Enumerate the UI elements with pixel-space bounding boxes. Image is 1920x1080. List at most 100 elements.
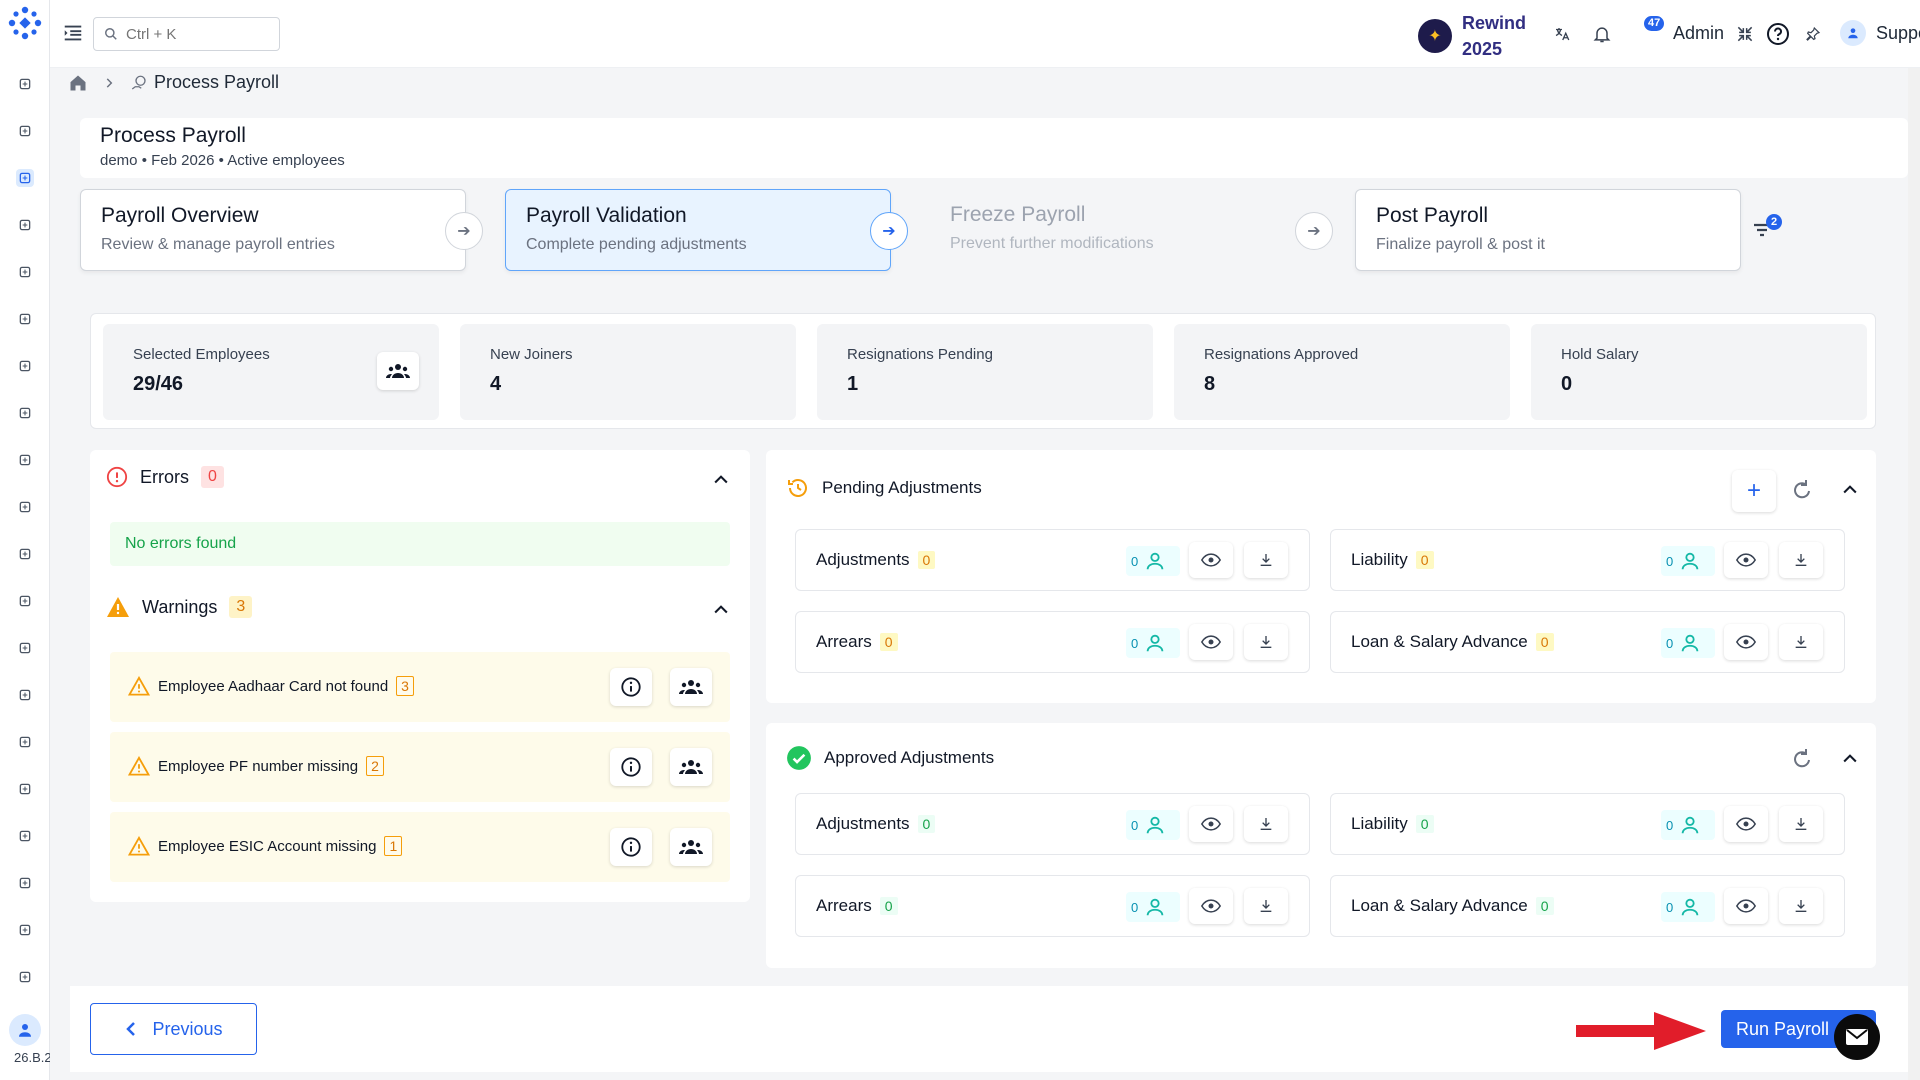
download-icon [1795, 554, 1807, 566]
sidebar-item[interactable] [0, 765, 50, 812]
employee-count-chip[interactable]: 0 [1126, 546, 1180, 576]
search-box[interactable] [93, 17, 280, 51]
sidebar-item[interactable] [0, 107, 50, 154]
sidebar-item[interactable] [0, 577, 50, 624]
star-icon: ✦ [1418, 19, 1452, 53]
step-payroll-overview[interactable]: Payroll Overview Review & manage payroll… [80, 189, 466, 271]
employees-button[interactable] [670, 828, 712, 866]
search-input[interactable] [126, 25, 276, 43]
card-count: 0 [879, 633, 898, 651]
employee-count-chip[interactable]: 0 [1126, 810, 1180, 840]
employee-count-chip[interactable]: 0 [1661, 628, 1715, 658]
info-button[interactable] [610, 748, 652, 786]
group-users-button[interactable] [377, 352, 419, 390]
sidebar-item[interactable] [0, 859, 50, 906]
pin-icon[interactable] [1801, 22, 1825, 46]
employee-count-chip[interactable]: 0 [1126, 892, 1180, 922]
view-button[interactable] [1189, 888, 1233, 924]
group-users-icon [679, 760, 703, 774]
view-button[interactable] [1724, 542, 1768, 578]
card-label: Arrears [816, 632, 872, 651]
company-logo[interactable] [8, 6, 42, 40]
support-menu[interactable]: Support [1840, 20, 1920, 46]
warning-count: 1 [384, 836, 403, 856]
mail-fab-button[interactable] [1834, 1014, 1880, 1060]
sidebar-item[interactable] [0, 483, 50, 530]
rewind-line1: Rewind [1462, 13, 1527, 33]
translate-icon[interactable] [1550, 22, 1574, 46]
download-button[interactable] [1244, 542, 1288, 578]
chevron-up-icon[interactable] [711, 600, 731, 620]
support-avatar-icon [1840, 20, 1866, 46]
download-button[interactable] [1244, 806, 1288, 842]
download-button[interactable] [1244, 624, 1288, 660]
card-label: Liability [1351, 814, 1408, 833]
add-adjustment-button[interactable]: + [1732, 470, 1776, 512]
employee-count-chip[interactable]: 0 [1661, 892, 1715, 922]
warning-text: Employee ESIC Account missing [158, 837, 377, 855]
warnings-header[interactable]: Warnings 3 [106, 596, 253, 618]
employees-button[interactable] [670, 748, 712, 786]
sidebar-item[interactable] [0, 530, 50, 577]
sidebar-item[interactable] [0, 812, 50, 859]
view-button[interactable] [1189, 624, 1233, 660]
chevron-up-icon[interactable] [1840, 749, 1860, 769]
download-button[interactable] [1244, 888, 1288, 924]
employee-count-chip[interactable]: 0 [1661, 546, 1715, 576]
id-card-icon [16, 921, 34, 939]
view-button[interactable] [1724, 888, 1768, 924]
view-button[interactable] [1724, 624, 1768, 660]
download-button[interactable] [1779, 542, 1823, 578]
employee-count-chip[interactable]: 0 [1126, 628, 1180, 658]
refresh-icon[interactable] [1790, 478, 1814, 502]
download-button[interactable] [1779, 888, 1823, 924]
sidebar-item[interactable] [0, 718, 50, 765]
sidebar-item[interactable] [0, 671, 50, 718]
sidebar-item[interactable] [0, 624, 50, 671]
employee-count-chip[interactable]: 0 [1661, 810, 1715, 840]
step-title: Freeze Payroll [950, 203, 1086, 226]
download-button[interactable] [1779, 806, 1823, 842]
devices-icon [16, 592, 34, 610]
download-button[interactable] [1779, 624, 1823, 660]
sidebar-item[interactable] [0, 953, 50, 1000]
admin-label[interactable]: Admin [1673, 23, 1725, 43]
sidebar-item[interactable] [0, 201, 50, 248]
scrollbar[interactable] [1908, 68, 1920, 1080]
sidebar-item[interactable] [0, 295, 50, 342]
step-freeze-payroll[interactable]: Freeze Payroll Prevent further modificat… [930, 189, 1316, 271]
collapse-arrows-icon[interactable] [1733, 22, 1757, 46]
refresh-icon[interactable] [1790, 747, 1814, 771]
sidebar-item[interactable] [0, 154, 50, 201]
step-post-payroll[interactable]: Post Payroll Finalize payroll & post it [1355, 189, 1741, 271]
errors-header[interactable]: Errors 0 [106, 466, 224, 488]
sidebar-item[interactable] [0, 60, 50, 107]
step-payroll-validation[interactable]: Payroll Validation Complete pending adju… [505, 189, 891, 271]
view-button[interactable] [1724, 806, 1768, 842]
stat-value: 1 [847, 373, 859, 395]
chevron-up-icon[interactable] [711, 470, 731, 490]
user-avatar[interactable] [9, 1014, 41, 1046]
bell-icon[interactable] [1590, 22, 1614, 46]
info-button[interactable] [610, 668, 652, 706]
user-icon [1681, 816, 1699, 834]
home-icon[interactable] [68, 73, 88, 93]
annotation-arrow [1576, 1012, 1706, 1050]
view-button[interactable] [1189, 806, 1233, 842]
employees-button[interactable] [670, 668, 712, 706]
sidebar-item[interactable] [0, 248, 50, 295]
warning-text: Employee PF number missing [158, 757, 359, 775]
sidebar-item[interactable] [0, 906, 50, 953]
rewind-2025-link[interactable]: ✦ Rewind 2025 [1418, 10, 1526, 62]
chevron-up-icon[interactable] [1840, 480, 1860, 500]
wallet-icon [16, 498, 34, 516]
previous-button[interactable]: Previous [90, 1003, 257, 1055]
help-icon[interactable] [1766, 22, 1790, 46]
sidebar-item[interactable] [0, 436, 50, 483]
menu-toggle-icon[interactable] [62, 22, 84, 44]
sidebar-item[interactable] [0, 342, 50, 389]
info-button[interactable] [610, 828, 652, 866]
download-icon [1795, 900, 1807, 912]
view-button[interactable] [1189, 542, 1233, 578]
sidebar-item[interactable] [0, 389, 50, 436]
